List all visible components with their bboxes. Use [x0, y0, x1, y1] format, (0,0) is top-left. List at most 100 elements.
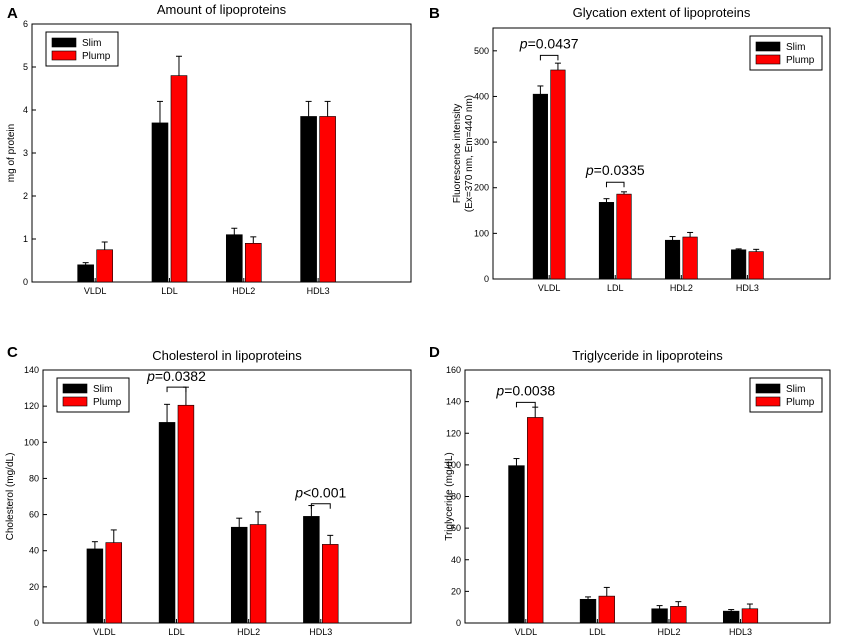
x-tick-label: HDL3: [307, 286, 330, 296]
significance-bracket: [310, 503, 331, 509]
bar-slim: [664, 239, 681, 280]
x-tick-label: HDL2: [232, 286, 255, 296]
significance-bracket: [166, 386, 187, 393]
legend: Slim Plump: [749, 35, 823, 71]
bar-plump: [682, 236, 698, 280]
y-tick-label: 5: [23, 62, 28, 72]
legend-box: [749, 377, 823, 413]
legend-label-plump: Plump: [786, 55, 815, 66]
legend-swatch-plump: [755, 396, 781, 407]
bar-plump: [550, 69, 566, 280]
legend-box: [56, 377, 130, 413]
legend-box: [45, 31, 119, 67]
y-tick-label: 160: [446, 365, 461, 375]
y-axis-label: Cholesterol (mg/dL): [5, 453, 16, 541]
panel-letter: B: [429, 5, 440, 22]
y-axis-label: (Ex=370 nm, Em=440 nm): [464, 95, 475, 212]
y-tick-label: 80: [451, 492, 461, 502]
y-tick-label: 1: [23, 234, 28, 244]
chart-title: Glycation extent of lipoproteins: [573, 5, 751, 20]
x-tick-label: HDL2: [237, 627, 260, 637]
chart-title: Amount of lipoproteins: [157, 2, 287, 17]
x-tick-label: LDL: [168, 627, 185, 637]
legend-label-plump: Plump: [82, 51, 111, 62]
legend-swatch-plump: [51, 50, 77, 61]
x-tick-label: LDL: [161, 286, 178, 296]
chart-title: Triglyceride in lipoproteins: [572, 348, 723, 363]
bar-slim: [722, 610, 740, 624]
bar-plump: [670, 606, 687, 624]
bar-plump: [249, 524, 267, 624]
y-tick-label: 0: [484, 274, 489, 284]
y-tick-label: 300: [474, 137, 489, 147]
plot-frame: [42, 369, 412, 624]
y-tick-label: 100: [474, 228, 489, 238]
y-tick-label: 20: [29, 582, 39, 592]
y-tick-label: 2: [23, 191, 28, 201]
legend-label-plump: Plump: [786, 397, 815, 408]
panel-letter: D: [429, 344, 440, 361]
y-tick-label: 100: [24, 437, 39, 447]
bar-slim: [508, 465, 525, 624]
y-tick-label: 6: [23, 19, 28, 29]
y-tick-label: 140: [24, 365, 39, 375]
y-tick-label: 0: [456, 618, 461, 628]
legend: Slim Plump: [56, 377, 130, 413]
y-axis-label: Fluorescence intensity: [452, 104, 463, 204]
p-value-label: p=0.0437: [519, 36, 579, 52]
y-tick-label: 100: [446, 460, 461, 470]
y-tick-label: 80: [29, 473, 39, 483]
bar-slim: [731, 249, 747, 280]
bar-plump: [96, 249, 113, 283]
bar-slim: [598, 202, 615, 280]
panel-letter: C: [7, 344, 18, 361]
bar-plump: [616, 193, 632, 280]
bar-plump: [741, 608, 759, 624]
y-tick-label: 40: [29, 546, 39, 556]
significance-bracket: [605, 181, 625, 188]
y-tick-label: 0: [23, 277, 28, 287]
x-tick-label: VLDL: [538, 283, 561, 293]
y-tick-label: 140: [446, 397, 461, 407]
bar-slim: [651, 608, 668, 624]
chart-title: Cholesterol in lipoproteins: [152, 348, 302, 363]
legend-swatch-slim: [51, 37, 77, 48]
chart-panel-a: A Amount of lipoproteins 0 1 2 3 4 5 6 mg of prot…: [6, 2, 412, 296]
x-tick-label: HDL3: [736, 283, 759, 293]
y-tick-label: 3: [23, 148, 28, 158]
y-tick-label: 20: [451, 586, 461, 596]
y-tick-label: 0: [34, 618, 39, 628]
bar-slim: [303, 516, 320, 624]
legend-label-slim: Slim: [93, 384, 112, 395]
y-tick-label: 120: [24, 401, 39, 411]
legend: Slim Plump: [45, 31, 119, 67]
plot-frame: [492, 27, 831, 280]
bar-plump: [105, 542, 123, 624]
bar-slim: [77, 264, 94, 283]
x-tick-label: HDL2: [657, 627, 680, 637]
x-tick-label: VLDL: [84, 286, 107, 296]
legend-swatch-plump: [755, 54, 781, 65]
chart-panel-c: C Cholesterol in lipoproteins 0 20 40 60 80 100…: [5, 344, 412, 637]
legend-swatch-slim: [62, 383, 88, 394]
p-value-label: p=0.0038: [495, 382, 555, 398]
y-tick-label: 400: [474, 91, 489, 101]
y-tick-label: 40: [451, 555, 461, 565]
bar-slim: [151, 122, 169, 283]
p-value-label: p=0.0382: [146, 368, 206, 384]
bar-plump: [598, 595, 615, 624]
x-tick-label: VLDL: [515, 627, 538, 637]
legend-label-slim: Slim: [786, 42, 805, 53]
bar-slim: [225, 234, 243, 283]
legend-swatch-slim: [755, 383, 781, 394]
y-tick-label: 200: [474, 183, 489, 193]
significance-bracket: [539, 54, 559, 61]
x-tick-label: LDL: [589, 627, 606, 637]
y-tick-label: 500: [474, 46, 489, 56]
chart-panel-b: B Glycation extent of lipoproteins 0 100 200…: [429, 5, 831, 293]
legend-swatch-plump: [62, 396, 88, 407]
bar-slim: [579, 598, 597, 624]
bar-slim: [230, 526, 248, 624]
p-value-label: p<0.001: [294, 484, 346, 500]
